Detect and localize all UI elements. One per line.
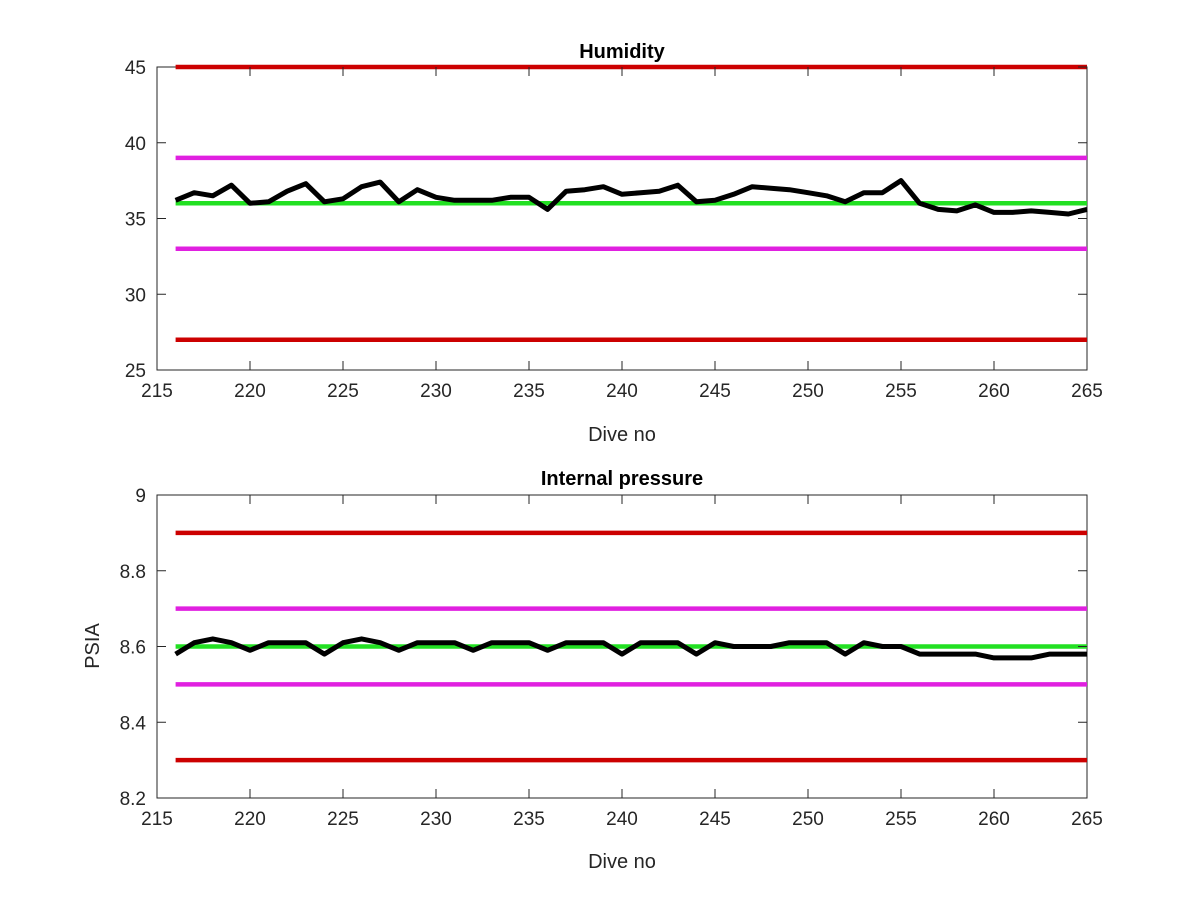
internal-pressure-y-tick-label: 8.4 bbox=[120, 713, 147, 734]
humidity-x-tick-label: 230 bbox=[420, 381, 452, 402]
humidity-x-tick-label: 225 bbox=[327, 381, 359, 402]
internal-pressure-x-tick-label: 220 bbox=[234, 809, 266, 830]
humidity-x-tick-label: 240 bbox=[606, 381, 638, 402]
humidity-x-tick-label: 265 bbox=[1071, 381, 1103, 402]
humidity-x-tick-label: 235 bbox=[513, 381, 545, 402]
internal-pressure-series-layer bbox=[174, 530, 1087, 763]
humidity-y-tick-label: 45 bbox=[125, 58, 146, 79]
humidity-x-tick-label: 215 bbox=[141, 381, 173, 402]
humidity-x-tick-label: 245 bbox=[699, 381, 731, 402]
internal-pressure-x-tick-label: 255 bbox=[885, 809, 917, 830]
internal-pressure-x-tick-label: 265 bbox=[1071, 809, 1103, 830]
internal-pressure-measured-line bbox=[174, 636, 1087, 661]
internal-pressure-y-tick-label: 9 bbox=[135, 486, 146, 507]
humidity-tick-layer: 215 220 225 230 235 240 245 250 255 260 265 25 30 35 4… bbox=[125, 58, 1103, 402]
internal-pressure-title: Internal pressure bbox=[541, 468, 703, 490]
humidity-series-layer bbox=[174, 64, 1088, 342]
humidity-x-tick-label: 220 bbox=[234, 381, 266, 402]
internal-pressure-y-tick-label: 8.8 bbox=[120, 562, 146, 583]
humidity-y-tick-label: 30 bbox=[125, 285, 146, 306]
internal-pressure-x-tick-label: 215 bbox=[141, 809, 173, 830]
humidity-y-tick-label: 40 bbox=[125, 134, 146, 155]
internal-pressure-x-tick-label: 235 bbox=[513, 809, 545, 830]
internal-pressure-y-tick-label: 8.6 bbox=[120, 638, 146, 659]
humidity-plot: 215 220 225 230 235 240 245 250 255 260 265 25 30 35 4… bbox=[125, 41, 1103, 446]
humidity-x-tick-label: 250 bbox=[792, 381, 824, 402]
internal-pressure-plot: 215 220 225 230 235 240 245 250 255 260 265 8.2 8.4 8… bbox=[82, 468, 1103, 873]
internal-pressure-ylabel: PSIA bbox=[82, 623, 104, 669]
humidity-x-tick-label: 260 bbox=[978, 381, 1010, 402]
humidity-axes-box bbox=[156, 66, 1088, 371]
internal-pressure-xlabel: Dive no bbox=[588, 851, 656, 873]
internal-pressure-tick-layer: 215 220 225 230 235 240 245 250 255 260 265 8.2 8.4 8… bbox=[120, 486, 1103, 830]
internal-pressure-x-tick-label: 250 bbox=[792, 809, 824, 830]
humidity-xlabel: Dive no bbox=[588, 424, 656, 446]
internal-pressure-x-tick-label: 225 bbox=[327, 809, 359, 830]
internal-pressure-y-tick-label: 8.2 bbox=[120, 789, 146, 810]
internal-pressure-x-tick-label: 230 bbox=[420, 809, 452, 830]
humidity-y-tick-label: 35 bbox=[125, 210, 146, 231]
humidity-title: Humidity bbox=[579, 41, 665, 63]
humidity-y-tick-label: 25 bbox=[125, 361, 146, 382]
internal-pressure-x-tick-label: 240 bbox=[606, 809, 638, 830]
humidity-x-tick-label: 255 bbox=[885, 381, 917, 402]
internal-pressure-x-tick-label: 245 bbox=[699, 809, 731, 830]
humidity-measured-line bbox=[174, 178, 1088, 217]
internal-pressure-x-tick-label: 260 bbox=[978, 809, 1010, 830]
